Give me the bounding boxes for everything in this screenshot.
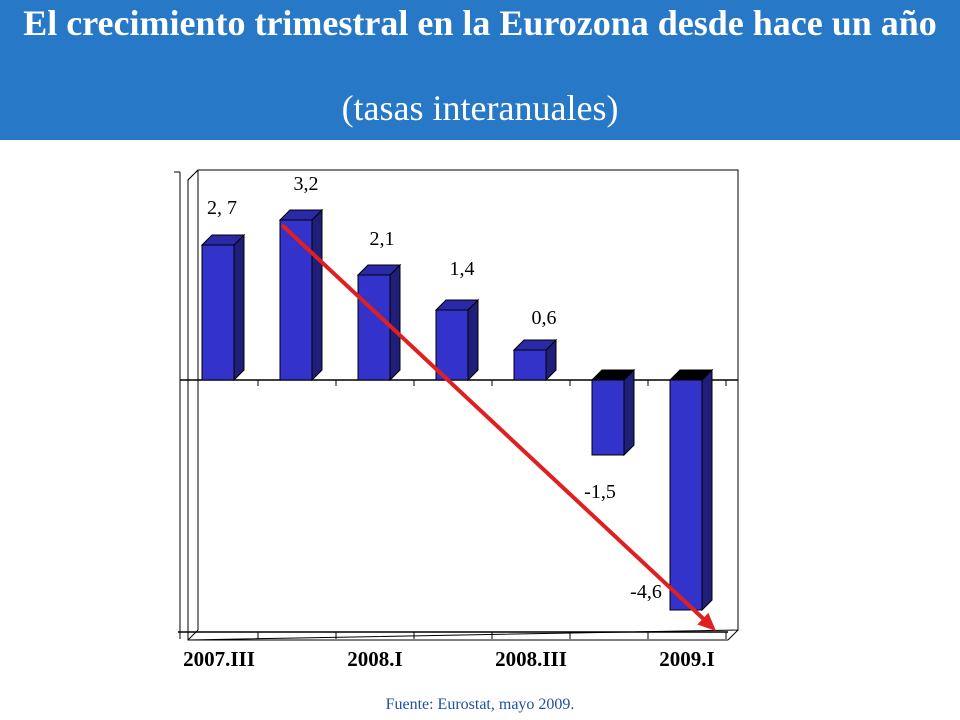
x-tick-label: 2008.I (347, 647, 402, 671)
data-label: -4,6 (630, 581, 662, 603)
bar-side (389, 263, 401, 382)
data-label: 2,1 (370, 228, 395, 250)
bar-top (590, 369, 636, 381)
bar-side (311, 208, 323, 382)
bar (591, 379, 625, 456)
bar-top (200, 234, 246, 246)
trend-arrow-head (697, 612, 716, 631)
x-tick-label: 2009.I (659, 647, 714, 671)
data-label: -1,5 (584, 481, 616, 503)
x-tick-label: 2008.III (495, 647, 567, 671)
bar-top (356, 264, 402, 276)
data-label: 2, 7 (207, 197, 237, 219)
bar-top (278, 209, 324, 221)
page-title: El crecimiento trimestral en la Eurozona… (23, 3, 937, 43)
bar-side (701, 368, 713, 612)
bar (435, 309, 469, 381)
data-label: 1,4 (450, 258, 475, 280)
plot-frame (187, 169, 739, 641)
data-label: 0,6 (532, 307, 557, 329)
trend-arrow-line (280, 223, 712, 627)
bar-side (233, 233, 245, 382)
bar-top (512, 339, 558, 351)
bar-top (668, 369, 714, 381)
source-note: Fuente: Eurostat, mayo 2009. (385, 696, 575, 713)
bar (513, 349, 547, 381)
floor-right-edge (727, 629, 739, 641)
bar (279, 219, 313, 381)
bar-side (467, 298, 479, 382)
x-tick-label: 2007.III (183, 647, 255, 671)
bar (357, 274, 391, 381)
bar (201, 244, 235, 381)
wall-edge (187, 169, 199, 181)
bar (669, 379, 703, 611)
data-label: 3,2 (294, 173, 319, 195)
page-subtitle: (tasas interanuales) (341, 88, 619, 128)
bar-side (623, 368, 635, 457)
bar-top (434, 299, 480, 311)
title-banner (0, 0, 960, 140)
